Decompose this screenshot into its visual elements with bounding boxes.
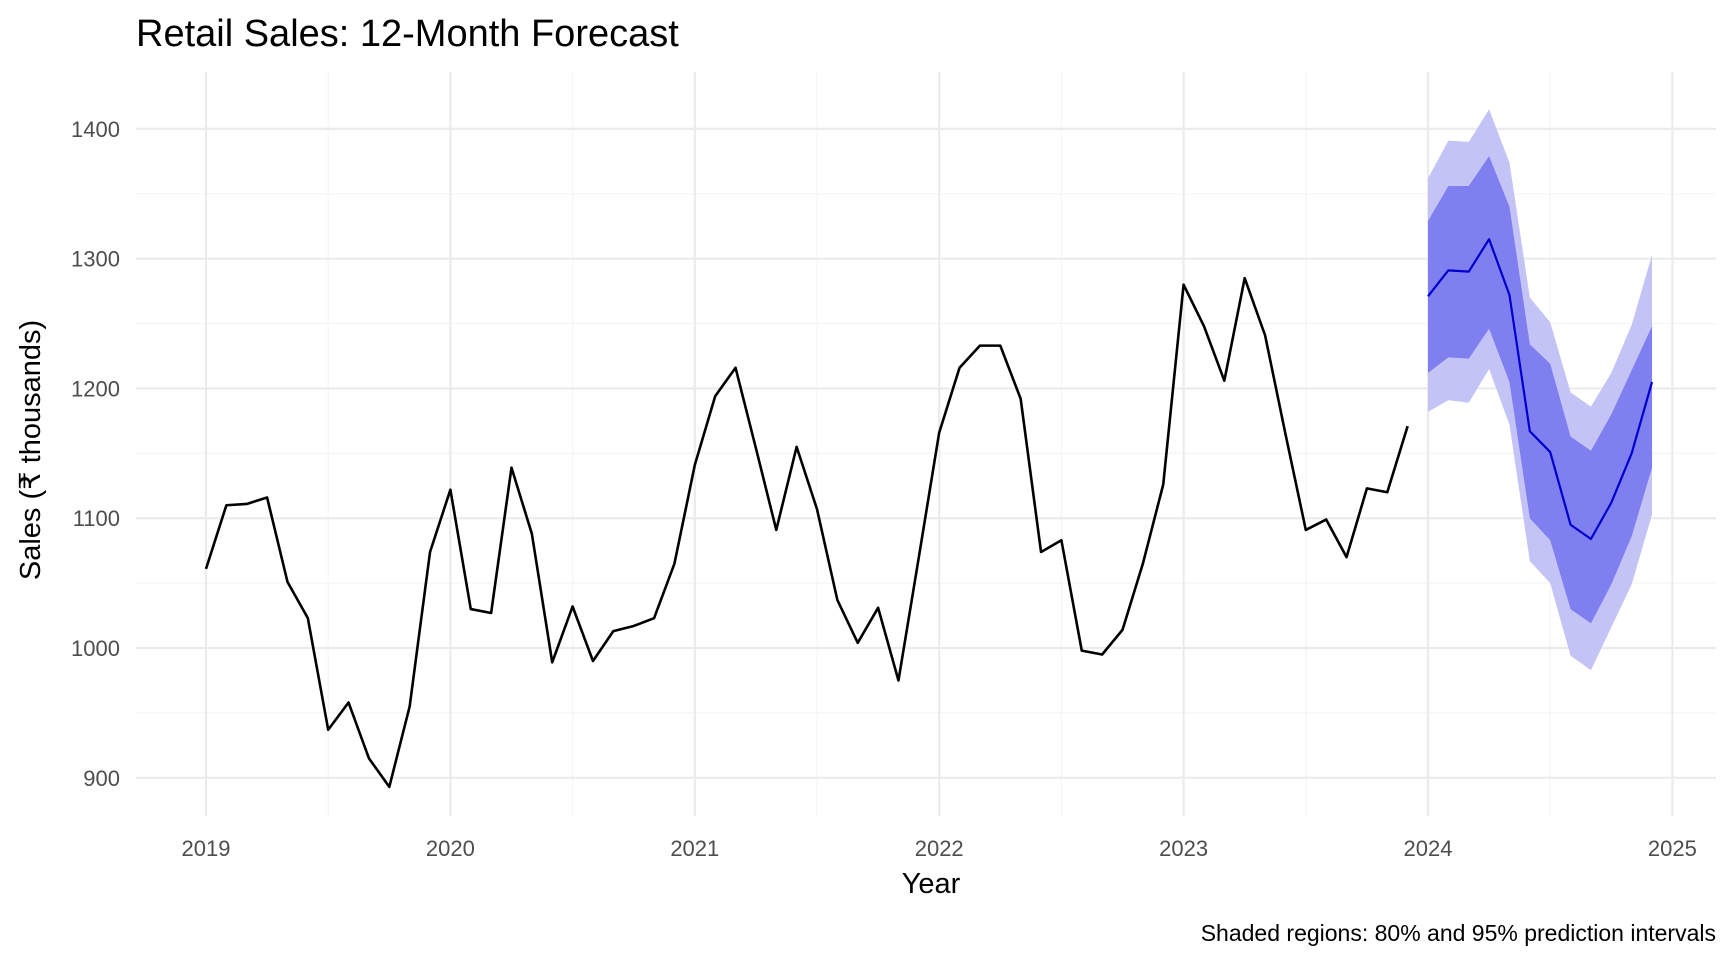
forecast-mean-line	[1427, 238, 1654, 541]
history-line	[204, 276, 1409, 789]
x-axis-title: Year	[902, 868, 961, 900]
x-tick-label: 2022	[915, 836, 964, 861]
y-axis-title: Sales (₹ thousands)	[15, 320, 47, 580]
y-tick-label: 900	[83, 766, 120, 791]
x-tick-label: 2024	[1404, 836, 1453, 861]
y-axis-ticks: 900 1000 1100 1200 1300 1400	[71, 117, 120, 791]
chart-caption: Shaded regions: 80% and 95% prediction i…	[1201, 920, 1716, 946]
y-tick-label: 1100	[73, 506, 120, 531]
series-lines	[204, 238, 1654, 789]
x-tick-label: 2025	[1648, 836, 1697, 861]
y-tick-label: 1000	[71, 636, 120, 661]
x-tick-label: 2020	[426, 836, 475, 861]
x-axis-ticks: 2019 2020 2021 2022 2023 2024 2025	[182, 836, 1697, 861]
x-tick-label: 2023	[1159, 836, 1208, 861]
y-tick-label: 1400	[71, 117, 120, 142]
y-tick-label: 1200	[71, 376, 120, 401]
x-tick-label: 2021	[670, 836, 719, 861]
grid-minor	[136, 72, 1716, 816]
chart-title: Retail Sales: 12-Month Forecast	[136, 13, 679, 55]
x-tick-label: 2019	[182, 836, 231, 861]
y-tick-label: 1300	[71, 247, 120, 272]
band-80-percent	[1428, 156, 1653, 624]
